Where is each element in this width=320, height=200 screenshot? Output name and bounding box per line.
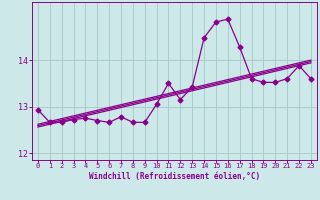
X-axis label: Windchill (Refroidissement éolien,°C): Windchill (Refroidissement éolien,°C) [89, 172, 260, 181]
